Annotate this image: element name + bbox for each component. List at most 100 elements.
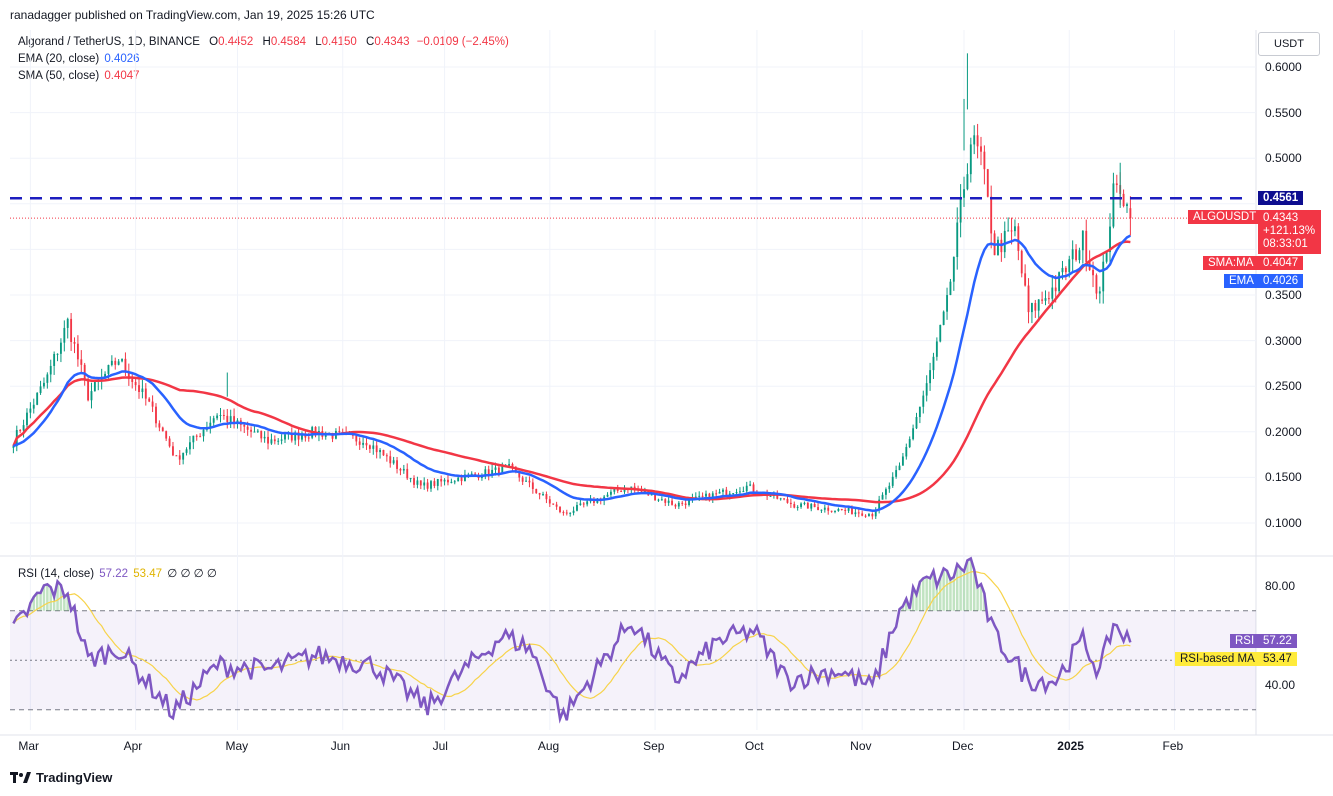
candle-body	[851, 508, 853, 515]
candle-body	[1126, 204, 1128, 207]
candle-body	[803, 502, 806, 504]
symbol-tag: ALGOUSDT	[1188, 210, 1262, 224]
candle-body	[796, 506, 799, 508]
candle-body	[548, 499, 551, 504]
candle-body	[650, 493, 653, 496]
candle-body	[643, 491, 646, 493]
candle-body	[32, 404, 35, 409]
candle-body	[929, 370, 932, 384]
candle-body	[185, 449, 188, 453]
candle-body	[273, 439, 276, 442]
candle-body	[182, 452, 185, 460]
candle-body	[708, 493, 711, 500]
candle-body	[1047, 298, 1050, 300]
candle-body	[491, 469, 494, 476]
time-tick: Mar	[18, 739, 40, 753]
candle-body	[131, 379, 134, 382]
candle-body	[158, 423, 161, 428]
candle-body	[26, 412, 28, 426]
candle-body	[178, 455, 181, 460]
rsi-legend-value: 57.22	[99, 568, 129, 580]
candle-body	[1112, 183, 1115, 227]
candle-body	[956, 222, 959, 257]
candle-body	[942, 311, 945, 325]
candle-body	[365, 442, 368, 446]
sma-tag-label: SMA:MA	[1203, 256, 1259, 270]
rsi-line	[12, 556, 1132, 724]
candle-body	[633, 486, 636, 489]
candle-body	[973, 135, 976, 145]
countdown: 08:33:01	[1263, 238, 1308, 250]
candle-body	[314, 427, 317, 435]
candle-body	[43, 382, 45, 387]
candle-body	[396, 460, 398, 469]
candle-body	[701, 495, 704, 497]
candle-body	[87, 378, 90, 401]
sma-legend-label: SMA (50, close)	[18, 70, 100, 82]
low-value: 0.4150	[321, 36, 357, 48]
price-tick: 0.1000	[1265, 516, 1302, 530]
candle-body	[168, 438, 171, 447]
candle-body	[175, 455, 178, 457]
candle-body	[986, 169, 989, 197]
candle-body	[423, 482, 426, 486]
candle-body	[368, 445, 371, 449]
candle-body	[385, 455, 388, 457]
candle-body	[195, 435, 198, 437]
candle-body	[501, 466, 504, 475]
candle-body	[36, 392, 39, 405]
currency-selector[interactable]: USDT	[1258, 32, 1320, 56]
ema-line	[12, 234, 1131, 512]
candle-body	[538, 493, 541, 495]
candle-body	[806, 502, 809, 509]
candle-body	[280, 439, 283, 441]
time-tick: Sep	[643, 739, 665, 753]
price-tick: 0.3500	[1265, 288, 1302, 302]
candle-body	[827, 507, 830, 511]
rsi-lines	[12, 556, 1132, 724]
candle-body	[1129, 208, 1132, 219]
candle-body	[915, 417, 918, 429]
candle-body	[1030, 302, 1033, 313]
candle-body	[141, 388, 144, 393]
candle-body	[861, 513, 864, 516]
candle-body	[151, 401, 154, 407]
candle-body	[460, 477, 463, 482]
candle-body	[392, 460, 395, 464]
candle-body	[297, 432, 300, 440]
candle-body	[80, 359, 83, 365]
candle-body	[277, 440, 280, 442]
candle-body	[161, 427, 164, 432]
candle-body	[1105, 252, 1108, 262]
candle-body	[555, 504, 558, 507]
candle-body	[494, 467, 497, 470]
price-tick: 0.2000	[1265, 424, 1302, 439]
candle-body	[124, 358, 127, 372]
candle-body	[440, 479, 443, 482]
candle-body	[114, 360, 117, 365]
candle-body	[433, 481, 436, 486]
candle-body	[552, 503, 555, 505]
candle-body	[576, 505, 578, 511]
rsi-tick-80: 80.00	[1265, 579, 1296, 593]
candle-body	[447, 479, 449, 483]
candle-body	[657, 499, 660, 501]
time-tick: Nov	[850, 739, 872, 753]
last-price: 0.4343	[1263, 212, 1299, 224]
time-tick: May	[225, 739, 249, 753]
candle-body	[46, 374, 49, 383]
candle-body	[443, 479, 446, 482]
candle-body	[426, 482, 429, 489]
candle-body	[355, 435, 358, 442]
candle-body	[107, 364, 110, 374]
candle-body	[1017, 226, 1020, 251]
candle-body	[891, 476, 894, 486]
rsi-tag-value: 57.22	[1258, 634, 1297, 648]
candle-body	[1037, 299, 1040, 311]
candle-body	[606, 494, 609, 497]
publisher-header: ranadagger published on TradingView.com,…	[10, 8, 375, 22]
candle-body	[199, 436, 202, 438]
time-tick: Feb	[1162, 739, 1184, 753]
price-tick: 0.3000	[1265, 333, 1302, 348]
